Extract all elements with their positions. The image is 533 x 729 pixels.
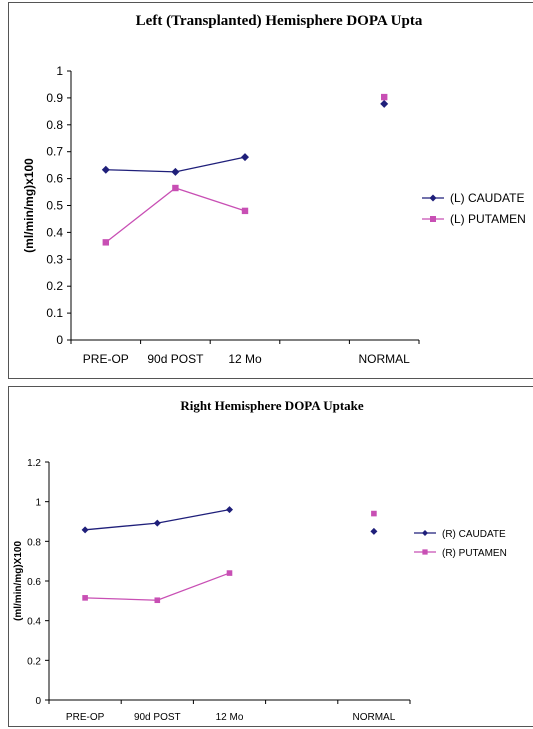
data-point-diamond	[226, 506, 233, 514]
data-point-diamond	[153, 519, 161, 527]
y-tick-label: 1	[56, 64, 63, 78]
x-tick-label: 12 Mo	[216, 712, 244, 723]
data-point-diamond	[171, 167, 180, 176]
y-tick-label: 1.2	[27, 458, 41, 469]
legend-marker-diamond	[429, 194, 437, 202]
y-tick-label: 0.9	[46, 91, 63, 105]
data-point-diamond	[241, 153, 249, 162]
y-tick-label: 0.5	[46, 199, 63, 213]
y-tick-label: 0.2	[46, 279, 63, 293]
data-point-square	[241, 207, 249, 215]
y-tick-label: 0.2	[27, 656, 41, 667]
x-tick-label: PRE-OP	[83, 352, 129, 366]
series-line	[105, 187, 246, 243]
legend-marker-square	[422, 549, 428, 555]
data-point-diamond	[380, 99, 389, 108]
x-tick-label: NORMAL	[359, 352, 411, 366]
x-tick-label: PRE-OP	[66, 712, 105, 723]
data-point-square	[102, 239, 109, 246]
y-tick-label: 0	[35, 696, 41, 707]
x-tick-label: NORMAL	[353, 712, 396, 723]
y-tick-label: 0.6	[46, 172, 63, 186]
chart-title: Right Hemisphere DOPA Uptake	[180, 398, 364, 413]
legend-label: (R) CAUDATE	[442, 529, 506, 540]
data-point-square	[371, 510, 377, 517]
y-tick-label: 0.1	[46, 306, 63, 320]
data-point-diamond	[81, 526, 89, 534]
y-tick-label: 0.8	[46, 118, 63, 132]
chart-panel-right-hemisphere: Right Hemisphere DOPA Uptake 0 0.2 0.4 0.6 0.…	[8, 386, 533, 727]
y-tick-label: 0.4	[46, 225, 63, 239]
y-axis-label: (ml/min/mg)X100	[13, 541, 24, 621]
y-tick-label: 0	[56, 333, 63, 347]
y-axis-label: (ml/min/mg)x100	[22, 158, 36, 253]
chart-panel-left-hemisphere: Left (Transplanted) Hemisphere DOPA Upta…	[8, 2, 533, 379]
x-tick-label: 90d POST	[147, 352, 204, 366]
data-point-square	[226, 570, 233, 576]
legend-marker-diamond	[422, 530, 428, 536]
chart-right-hemisphere: Right Hemisphere DOPA Uptake 0 0.2 0.4 0.6 0.…	[13, 398, 507, 723]
data-point-diamond	[101, 165, 110, 174]
y-tick-label: 0.3	[46, 252, 63, 266]
y-tick-label: 0.7	[46, 145, 63, 159]
y-tick-label: 0.8	[27, 537, 41, 548]
series-line	[85, 572, 230, 601]
data-point-square	[154, 597, 161, 604]
legend-marker-square	[430, 216, 436, 222]
x-tick-label: 12 Mo	[228, 352, 262, 366]
data-point-diamond	[370, 527, 378, 535]
x-tick-label: 90d POST	[134, 712, 181, 723]
legend-label: (L) PUTAMEN	[450, 212, 526, 226]
y-tick-label: 1	[35, 498, 41, 509]
y-tick-label: 0.4	[27, 617, 41, 628]
chart-title: Left (Transplanted) Hemisphere DOPA Upta	[136, 13, 423, 29]
legend-label: (L) CAUDATE	[450, 191, 524, 205]
data-point-square	[82, 595, 88, 601]
chart-left-hemisphere: Left (Transplanted) Hemisphere DOPA Upta…	[22, 13, 526, 366]
y-tick-label: 0.6	[27, 577, 41, 588]
data-point-square	[381, 93, 388, 101]
legend-label: (R) PUTAMEN	[442, 548, 507, 559]
data-point-square	[172, 184, 179, 192]
